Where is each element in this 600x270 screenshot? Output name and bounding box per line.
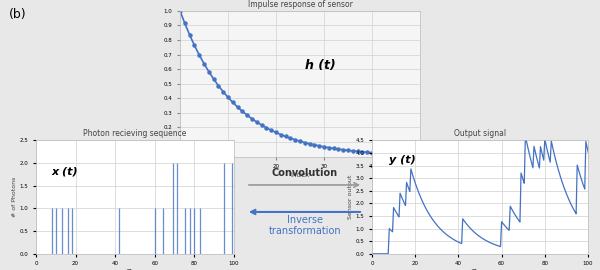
Title: Impulse response of sensor: Impulse response of sensor	[248, 0, 352, 9]
Text: y (t): y (t)	[389, 155, 416, 165]
Title: Photon recieving sequence: Photon recieving sequence	[83, 129, 187, 138]
Y-axis label: # of Photons: # of Photons	[12, 177, 17, 217]
Text: Inverse
transformation: Inverse transformation	[268, 215, 341, 236]
X-axis label: Time: Time	[472, 269, 488, 270]
Title: Output signal: Output signal	[454, 129, 506, 138]
Y-axis label: Sensor output: Sensor output	[348, 175, 353, 219]
Text: Convolution: Convolution	[272, 168, 338, 178]
Text: (b): (b)	[9, 8, 26, 21]
X-axis label: Index: Index	[290, 172, 310, 178]
Text: h (t): h (t)	[305, 59, 335, 72]
Text: x (t): x (t)	[52, 166, 79, 176]
X-axis label: Time: Time	[127, 269, 143, 270]
